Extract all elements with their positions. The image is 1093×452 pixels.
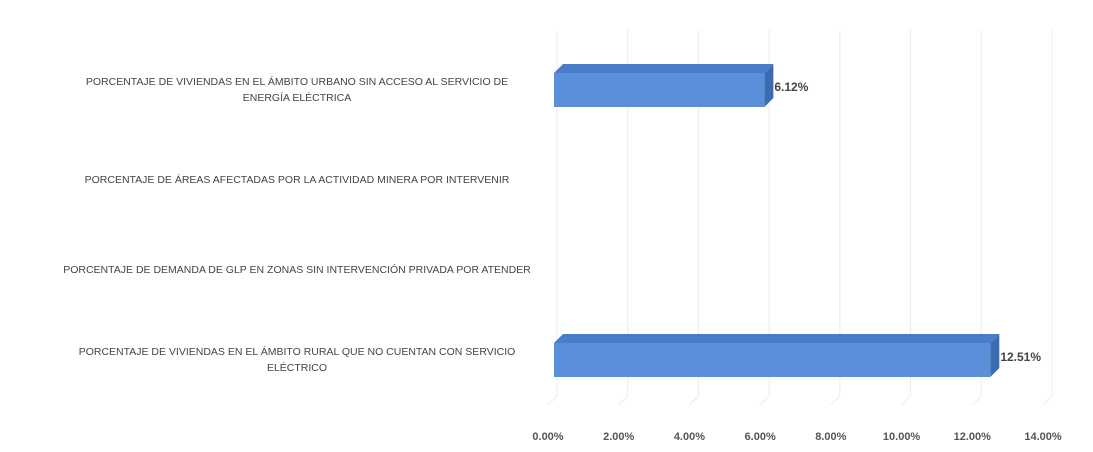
x-tick-label: 0.00% [532,431,563,443]
grid-line [901,395,911,406]
bar [554,73,765,107]
grid-line [689,395,699,406]
x-tick-label: 10.00% [883,431,921,443]
bar-top [554,334,1000,343]
y-tick-label: PORCENTAJE DE ÁREAS AFECTADAS POR LA ACT… [84,174,510,186]
grid-line [759,395,770,406]
x-tick-label: 8.00% [815,431,846,443]
y-tick-label: PORCENTAJE DE VIVIENDAS EN EL ÁMBITO RUR… [78,346,516,374]
x-tick-label: 12.00% [954,431,992,443]
data-label: 6.12% [774,80,808,94]
bar-side [990,334,1000,377]
grid-line [547,395,558,406]
x-tick-label: 2.00% [603,431,634,443]
data-label: 12.51% [1000,350,1041,364]
x-tick-label: 6.00% [745,431,776,443]
bar [554,343,991,377]
x-tick-label: 14.00% [1024,431,1062,443]
bar-top [554,64,774,73]
y-tick-label: PORCENTAJE DE DEMANDA DE GLP EN ZONAS SI… [63,264,531,276]
bar-side [764,64,774,107]
y-tick-label: PORCENTAJE DE VIVIENDAS EN EL ÁMBITO URB… [85,76,509,104]
grid-line [618,395,629,406]
grid-line [830,395,841,406]
grid-line [1042,395,1053,406]
grid-line [971,395,982,406]
x-tick-label: 4.00% [674,431,705,443]
